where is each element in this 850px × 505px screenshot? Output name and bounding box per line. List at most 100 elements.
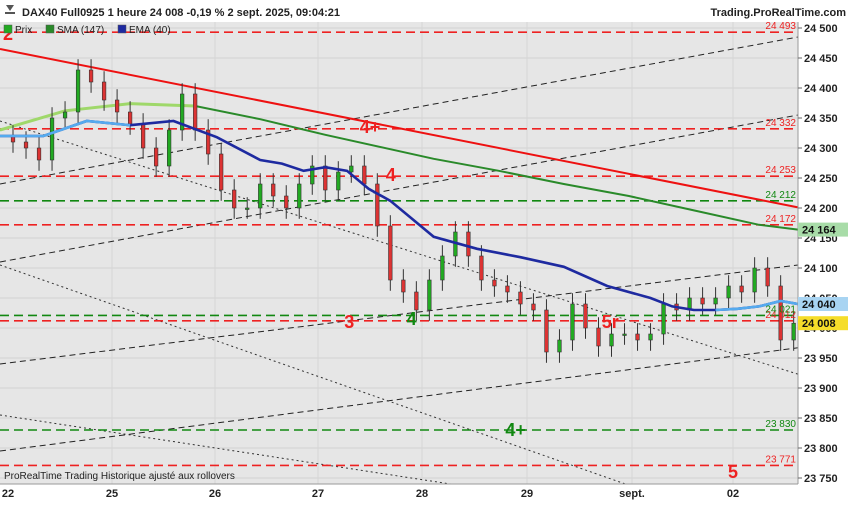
candle-down[interactable] (154, 147, 159, 167)
candle-down[interactable] (596, 327, 601, 347)
candle-down[interactable] (505, 285, 510, 293)
candle-down[interactable] (193, 93, 198, 131)
candle-up[interactable] (180, 93, 185, 131)
collapse-bar-icon (5, 12, 15, 14)
candle-down[interactable] (388, 225, 393, 281)
candle-up[interactable] (622, 333, 627, 336)
candle-down[interactable] (778, 285, 783, 341)
candle-up[interactable] (791, 322, 796, 341)
plot-area (0, 22, 798, 484)
support-label: 24 021 (765, 304, 796, 315)
ema-line (0, 119, 799, 312)
candle-down[interactable] (271, 183, 276, 197)
candle-up[interactable] (570, 303, 575, 341)
candle-up[interactable] (336, 171, 341, 191)
price-tag-label: 24 008 (802, 318, 836, 330)
wave-label: 3 (344, 312, 354, 332)
candle-down[interactable] (492, 279, 497, 287)
candle-up[interactable] (661, 303, 666, 335)
wave-label: 5 (728, 462, 738, 482)
x-tick-label: 28 (416, 488, 428, 500)
y-tick-label: 24 300 (804, 143, 838, 155)
candle-up[interactable] (297, 183, 302, 209)
candle-down[interactable] (141, 123, 146, 149)
candle-up[interactable] (648, 333, 653, 341)
price-tag-label: 24 164 (802, 225, 837, 237)
candle-up[interactable] (609, 333, 614, 347)
candle-down[interactable] (375, 183, 380, 227)
candle-down[interactable] (531, 303, 536, 311)
wave-label: 4 (386, 165, 396, 185)
candle-down[interactable] (635, 333, 640, 341)
x-tick-label: 25 (106, 488, 118, 500)
candle-down[interactable] (128, 111, 133, 125)
candle-down[interactable] (219, 153, 224, 191)
resistance-label: 24 253 (765, 165, 796, 176)
candle-up[interactable] (310, 165, 315, 185)
candle-down[interactable] (466, 231, 471, 257)
channel-line (0, 114, 799, 263)
candle-down[interactable] (414, 291, 419, 311)
legend-item[interactable]: SMA (147) (57, 25, 104, 36)
y-tick-label: 24 500 (804, 23, 838, 35)
y-tick-label: 23 950 (804, 353, 838, 365)
candle-up[interactable] (245, 207, 250, 210)
candle-down[interactable] (765, 267, 770, 287)
resistance-label: 24 172 (765, 214, 796, 225)
price-tag-label: 24 040 (802, 299, 836, 311)
candle-up[interactable] (427, 279, 432, 311)
candle-down[interactable] (323, 165, 328, 191)
resistance-label: 24 493 (765, 21, 796, 32)
candle-up[interactable] (713, 297, 718, 305)
candle-up[interactable] (49, 117, 55, 161)
candle-up[interactable] (258, 183, 263, 209)
candle-down[interactable] (739, 285, 744, 293)
ema-line-recent (715, 299, 799, 312)
candle-up[interactable] (440, 255, 445, 281)
x-tick-label: 27 (312, 488, 324, 500)
x-tick-label: sept. (619, 488, 645, 500)
candle-up[interactable] (75, 69, 81, 113)
candle-down[interactable] (206, 129, 211, 155)
wave-label: 2 (3, 24, 13, 44)
candle-down[interactable] (700, 297, 705, 305)
candle-up[interactable] (557, 339, 562, 353)
candle-down[interactable] (101, 81, 107, 101)
candlestick-icon (3, 24, 13, 34)
candle-down[interactable] (23, 141, 29, 149)
x-tick-label: 26 (209, 488, 221, 500)
legend-item[interactable]: Prix (15, 25, 32, 36)
resistance-label: 24 012 (765, 310, 796, 321)
candle-down[interactable] (362, 165, 367, 185)
sma-line-highlight (0, 102, 196, 132)
wave-label: 4 (407, 309, 417, 329)
y-tick-label: 24 350 (804, 113, 838, 125)
x-tick-label: 22 (2, 488, 14, 500)
y-tick-label: 24 100 (804, 263, 838, 275)
candle-down[interactable] (583, 303, 588, 329)
candle-down[interactable] (36, 147, 42, 161)
x-tick-label: 29 (521, 488, 533, 500)
resistance-label: 23 771 (765, 454, 796, 465)
legend-item[interactable]: EMA (40) (129, 25, 171, 36)
candle-up[interactable] (349, 165, 354, 173)
candle-up[interactable] (726, 285, 731, 299)
candle-down[interactable] (114, 99, 120, 113)
y-tick-label: 24 250 (804, 173, 838, 185)
support-label: 23 830 (765, 419, 796, 430)
candle-down[interactable] (401, 279, 406, 293)
candle-down[interactable] (479, 255, 484, 281)
candle-down[interactable] (518, 291, 523, 305)
collapse-icon[interactable] (6, 5, 14, 11)
candle-up[interactable] (752, 267, 757, 293)
candle-up[interactable] (62, 111, 68, 119)
candle-down[interactable] (544, 309, 549, 353)
candle-down[interactable] (232, 189, 237, 209)
candle-down[interactable] (88, 69, 94, 83)
y-tick-label: 23 750 (804, 473, 838, 485)
candle-up[interactable] (167, 129, 172, 167)
trendline (0, 48, 799, 209)
candle-down[interactable] (284, 195, 289, 209)
